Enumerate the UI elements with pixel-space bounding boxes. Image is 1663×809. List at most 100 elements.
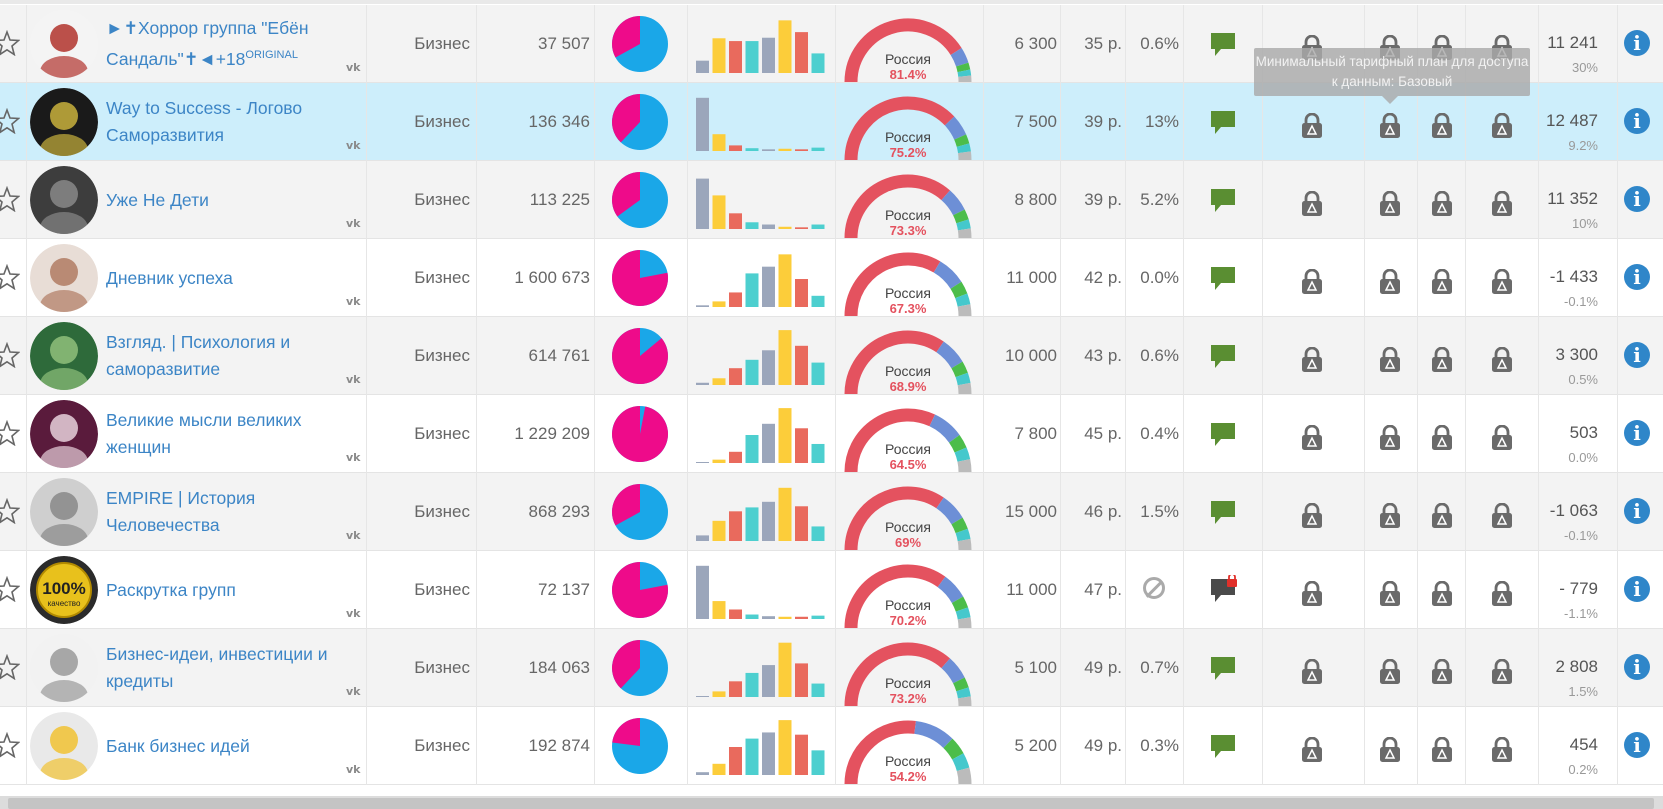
info-icon[interactable]: i <box>1624 264 1650 290</box>
info-icon[interactable]: i <box>1624 654 1650 680</box>
group-name[interactable]: ►✝Хоррор группа "Ебён Сандаль"✝◄+18ORIGI… <box>106 18 309 69</box>
gender-pie-chart[interactable] <box>612 250 668 306</box>
lock-icon[interactable] <box>1431 659 1453 685</box>
group-avatar[interactable] <box>30 322 98 390</box>
gender-pie-chart[interactable] <box>612 640 668 696</box>
lock-icon[interactable] <box>1431 581 1453 607</box>
table-row[interactable]: Банк бизнес идей vk Бизнес 192 874 Россия 54.… <box>0 707 1663 785</box>
group-avatar[interactable] <box>30 88 98 156</box>
lock-icon[interactable] <box>1431 191 1453 217</box>
group-name-link[interactable]: ►✝Хоррор группа "Ебён Сандаль"✝◄+18ORIGI… <box>106 5 356 83</box>
favorite-star-icon[interactable] <box>0 342 20 368</box>
table-row[interactable]: Дневник успеха vk Бизнес 1 600 673 Россия 67.… <box>0 239 1663 317</box>
info-icon[interactable]: i <box>1624 30 1650 56</box>
info-icon[interactable]: i <box>1624 186 1650 212</box>
age-bar-chart[interactable] <box>694 405 828 463</box>
lock-icon[interactable] <box>1379 503 1401 529</box>
age-bar-chart[interactable] <box>694 15 828 73</box>
lock-icon[interactable] <box>1491 347 1513 373</box>
group-name[interactable]: Бизнес-идеи, инвестиции и кредиты <box>106 644 328 691</box>
chat-icon[interactable] <box>1209 185 1239 215</box>
group-avatar[interactable] <box>30 712 98 780</box>
vk-icon[interactable]: vk <box>346 451 361 464</box>
lock-icon[interactable] <box>1301 347 1323 373</box>
group-name[interactable]: Взгляд. | Психология и саморазвитие <box>106 332 291 379</box>
lock-icon[interactable] <box>1431 347 1453 373</box>
group-avatar[interactable] <box>30 166 98 234</box>
age-bar-chart[interactable] <box>694 639 828 697</box>
favorite-star-icon[interactable] <box>0 576 20 602</box>
favorite-star-icon[interactable] <box>0 498 20 524</box>
favorite-star-icon[interactable] <box>0 30 20 56</box>
gender-pie-chart[interactable] <box>612 406 668 462</box>
lock-icon[interactable] <box>1431 113 1453 139</box>
lock-icon[interactable] <box>1491 737 1513 763</box>
lock-icon[interactable] <box>1491 425 1513 451</box>
info-icon[interactable]: i <box>1624 498 1650 524</box>
age-bar-chart[interactable] <box>694 249 828 307</box>
lock-icon[interactable] <box>1301 581 1323 607</box>
chat-locked-icon[interactable] <box>1209 575 1239 605</box>
lock-icon[interactable] <box>1379 659 1401 685</box>
group-name[interactable]: Уже Не Дети <box>106 189 209 210</box>
group-name[interactable]: Раскрутка групп <box>106 579 236 600</box>
lock-icon[interactable] <box>1379 737 1401 763</box>
lock-icon[interactable] <box>1301 113 1323 139</box>
favorite-star-icon[interactable] <box>0 732 20 758</box>
info-icon[interactable]: i <box>1624 732 1650 758</box>
vk-icon[interactable]: vk <box>346 217 361 230</box>
lock-icon[interactable] <box>1491 191 1513 217</box>
group-name-link[interactable]: Великие мысли великих женщин <box>106 395 356 473</box>
group-name-link[interactable]: Way to Success - Логово Саморазвития <box>106 83 356 161</box>
lock-icon[interactable] <box>1431 503 1453 529</box>
group-name-link[interactable]: Бизнес-идеи, инвестиции и кредиты <box>106 629 356 707</box>
chat-icon[interactable] <box>1209 107 1239 137</box>
group-name-link[interactable]: Уже Не Дети <box>106 161 356 239</box>
gender-pie-chart[interactable] <box>612 562 668 618</box>
favorite-star-icon[interactable] <box>0 108 20 134</box>
group-name[interactable]: Банк бизнес идей <box>106 735 250 756</box>
horizontal-scrollbar[interactable] <box>0 796 1663 809</box>
vk-icon[interactable]: vk <box>346 295 361 308</box>
lock-icon[interactable] <box>1301 191 1323 217</box>
info-icon[interactable]: i <box>1624 108 1650 134</box>
gender-pie-chart[interactable] <box>612 172 668 228</box>
lock-icon[interactable] <box>1491 659 1513 685</box>
lock-icon[interactable] <box>1379 347 1401 373</box>
lock-icon[interactable] <box>1379 269 1401 295</box>
chat-icon[interactable] <box>1209 653 1239 683</box>
group-avatar[interactable] <box>30 634 98 702</box>
age-bar-chart[interactable] <box>694 327 828 385</box>
lock-icon[interactable] <box>1379 191 1401 217</box>
table-row[interactable]: ►✝Хоррор группа "Ебён Сандаль"✝◄+18ORIGI… <box>0 5 1663 83</box>
lock-icon[interactable] <box>1431 269 1453 295</box>
group-name-link[interactable]: EMPIRE | История Человечества <box>106 473 356 551</box>
chat-icon[interactable] <box>1209 419 1239 449</box>
age-bar-chart[interactable] <box>694 717 828 775</box>
vk-icon[interactable]: vk <box>346 529 361 542</box>
favorite-star-icon[interactable] <box>0 186 20 212</box>
vk-icon[interactable]: vk <box>346 139 361 152</box>
scrollbar-thumb[interactable] <box>8 798 1654 809</box>
favorite-star-icon[interactable] <box>0 654 20 680</box>
group-avatar[interactable] <box>30 400 98 468</box>
vk-icon[interactable]: vk <box>346 373 361 386</box>
lock-icon[interactable] <box>1491 581 1513 607</box>
lock-icon[interactable] <box>1301 737 1323 763</box>
group-avatar[interactable]: 100% качество <box>30 556 98 624</box>
group-avatar[interactable] <box>30 10 98 78</box>
table-row[interactable]: 100% качество Раскрутка групп vk Бизнес 72 13… <box>0 551 1663 629</box>
vk-icon[interactable]: vk <box>346 61 361 74</box>
table-row[interactable]: Великие мысли великих женщин vk Бизнес 1 22… <box>0 395 1663 473</box>
age-bar-chart[interactable] <box>694 171 828 229</box>
group-name[interactable]: Way to Success - Логово Саморазвития <box>106 98 303 145</box>
vk-icon[interactable]: vk <box>346 685 361 698</box>
table-row[interactable]: EMPIRE | История Человечества vk Бизнес 868… <box>0 473 1663 551</box>
vk-icon[interactable]: vk <box>346 607 361 620</box>
